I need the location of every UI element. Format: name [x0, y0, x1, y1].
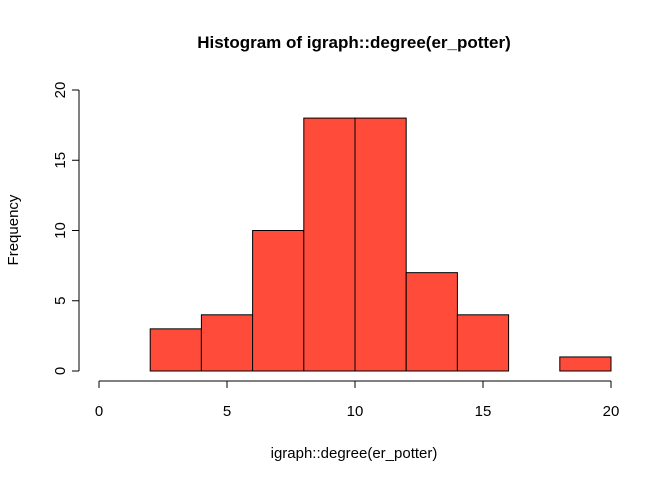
bars-group	[149, 117, 612, 372]
histogram-bar-8	[559, 356, 612, 372]
y-axis-label: Frequency	[5, 194, 22, 265]
y-tick-label-4: 20	[52, 82, 69, 99]
histogram-bar-1	[200, 314, 254, 372]
y-tick-label-2: 10	[52, 222, 69, 239]
x-axis-label: igraph::degree(er_potter)	[271, 445, 438, 462]
y-tick-label-1: 5	[52, 297, 69, 305]
x-tick-label-3: 15	[475, 403, 492, 420]
histogram-bar-0	[149, 328, 202, 372]
x-axis: 0 5 10 15 20	[95, 380, 620, 420]
y-tick-label-0: 0	[52, 367, 69, 375]
y-tick-label-3: 15	[52, 152, 69, 169]
histogram-bar-4	[354, 117, 407, 372]
x-tick-label-4: 20	[603, 403, 620, 420]
x-tick-label-1: 5	[223, 403, 231, 420]
y-axis: 0 5 10 15 20	[52, 82, 80, 375]
chart-title: Histogram of igraph::degree(er_potter)	[197, 33, 511, 52]
x-tick-label-0: 0	[95, 403, 103, 420]
x-tick-label-2: 10	[347, 403, 364, 420]
histogram-bar-6	[456, 314, 510, 372]
histogram-bar-3	[303, 117, 356, 372]
histogram-bar-2	[252, 230, 305, 372]
histogram-bar-5	[405, 272, 458, 372]
